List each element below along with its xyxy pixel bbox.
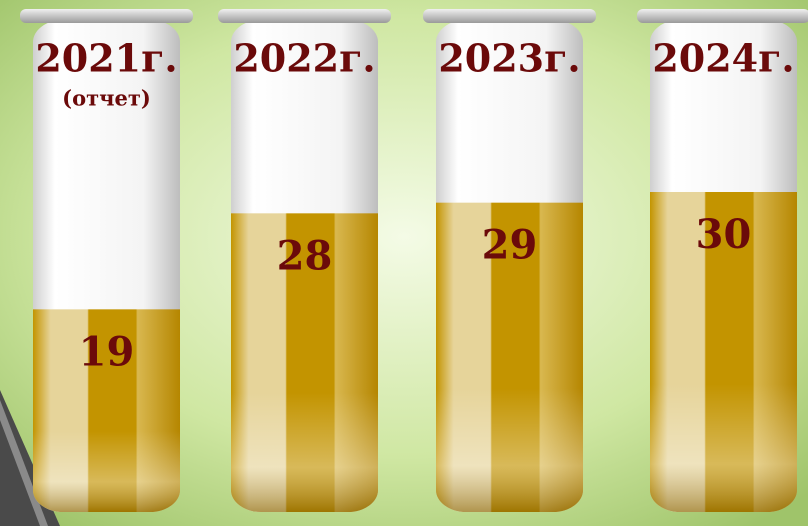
value-label: 30 xyxy=(696,211,752,258)
tube-rim xyxy=(423,9,596,23)
liquid-shade xyxy=(436,202,583,512)
liquid-shade xyxy=(650,192,797,512)
tube-rim xyxy=(218,9,391,23)
category-label: 2021г. xyxy=(35,36,177,81)
value-label: 28 xyxy=(277,232,333,279)
tube-rim xyxy=(637,9,808,23)
liquid-shade xyxy=(33,309,180,512)
value-label: 19 xyxy=(79,328,135,375)
category-label: 2023г. xyxy=(438,36,580,81)
value-label: 29 xyxy=(482,222,538,269)
liquid-shade xyxy=(231,213,378,512)
category-sublabel: (отчет) xyxy=(62,86,151,111)
tube-rim xyxy=(20,9,193,23)
category-label: 2024г. xyxy=(652,36,794,81)
category-label: 2022г. xyxy=(233,36,375,81)
